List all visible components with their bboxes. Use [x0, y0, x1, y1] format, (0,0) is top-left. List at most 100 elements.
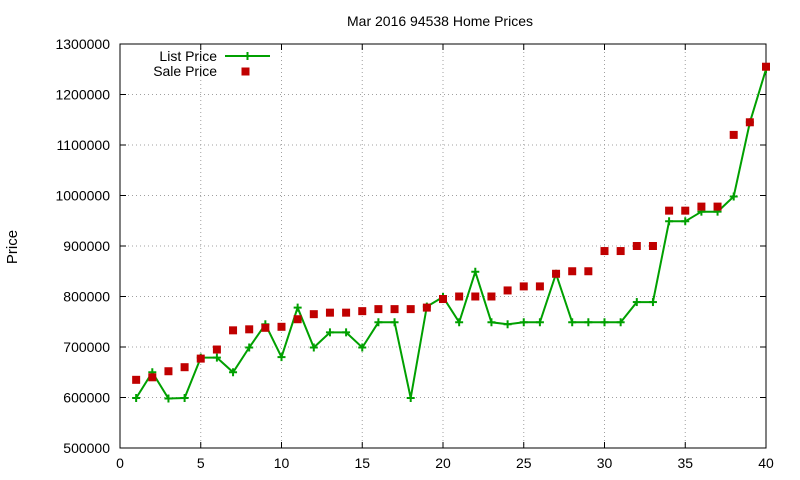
sale-price-point [309, 310, 318, 319]
list-price-line [135, 69, 767, 400]
list-price-point [132, 394, 141, 403]
chart-title: Mar 2016 94538 Home Prices [347, 13, 533, 29]
sale-price-point [471, 292, 480, 301]
list-price-point [406, 394, 415, 403]
list-price-point [648, 298, 657, 307]
y-tick-label: 1300000 [55, 36, 110, 52]
sale-price-point [261, 323, 270, 332]
sale-price-point [132, 375, 141, 384]
sale-price-point [584, 267, 593, 276]
sale-price-point [681, 206, 690, 215]
sale-price-point [552, 269, 561, 278]
y-tick-label: 500000 [63, 440, 110, 456]
list-price-point [164, 394, 173, 403]
x-tick-label: 20 [435, 455, 451, 471]
list-price-point [503, 320, 512, 329]
sale-price-point [229, 326, 238, 335]
sale-price-point [293, 315, 302, 324]
list-price-point [681, 217, 690, 226]
list-price-point [374, 318, 383, 327]
y-tick-label: 600000 [63, 390, 110, 406]
list-price-point [471, 267, 480, 276]
list-price-point [309, 343, 318, 352]
list-price-point [180, 394, 189, 403]
grid [120, 44, 766, 448]
sale-price-point [455, 292, 464, 301]
series [132, 62, 770, 403]
sale-price-point [745, 118, 754, 127]
sale-price-point [519, 282, 528, 291]
y-axis-label: Price [4, 230, 21, 264]
legend-plus-marker [243, 52, 252, 60]
list-price-point [342, 328, 351, 337]
sale-price-point [762, 62, 770, 71]
sale-price-point [196, 354, 205, 363]
list-price-point [729, 192, 738, 201]
legend-marker-list-price [243, 52, 252, 60]
sale-price-point [148, 373, 157, 382]
sale-price-point [180, 363, 189, 372]
list-price-point [277, 353, 286, 362]
sale-price-point [665, 206, 674, 215]
sale-price-point [212, 345, 221, 354]
list-price-point [616, 318, 625, 327]
list-price-point [632, 298, 641, 307]
list-price-point [325, 328, 334, 337]
sale-price-point [374, 305, 383, 314]
sale-price-point [439, 295, 447, 304]
list-price-point [568, 318, 577, 327]
sale-price-point [164, 367, 173, 376]
list-price-point [519, 318, 528, 327]
list-price-point [358, 343, 367, 352]
sale-price-point [648, 242, 657, 250]
legend: List Price Sale Price [153, 48, 270, 79]
sale-price-point [616, 247, 625, 256]
list-price-point [584, 318, 593, 327]
y-tick-label: 800000 [63, 289, 110, 305]
x-tick-label: 5 [197, 455, 205, 471]
list-price-point [600, 318, 609, 327]
list-price-point [229, 368, 238, 377]
x-tick-label: 25 [516, 455, 532, 471]
legend-label-sale-price: Sale Price [153, 63, 217, 79]
x-tick-label: 0 [116, 455, 124, 471]
legend-swatch-sale-price [241, 67, 250, 76]
list-price-point [212, 353, 221, 362]
y-tick-label: 700000 [63, 339, 110, 355]
sale-price-point [697, 202, 706, 211]
sale-price-point [422, 303, 431, 312]
x-tick-label: 10 [274, 455, 290, 471]
list-price-point [245, 343, 254, 352]
sale-price-point [390, 305, 399, 314]
sale-price-point [487, 292, 496, 301]
y-tick-label: 1200000 [55, 87, 110, 103]
list-price-point [390, 318, 399, 327]
sale-price-point [342, 308, 351, 317]
x-tick-label: 15 [354, 455, 370, 471]
sale-price-point [406, 305, 415, 314]
list-price-point [665, 217, 674, 226]
sale-price-point [535, 282, 544, 291]
sale-price-point [358, 307, 367, 316]
sale-price-point [729, 130, 738, 139]
axis-ticks: 0 5 10 15 20 25 30 35 40 500000 600000 700000 800000… [55, 36, 774, 471]
sale-price-point [245, 325, 254, 334]
sale-price-point [325, 308, 334, 317]
sale-price-point [277, 322, 286, 331]
y-tick-label: 900000 [63, 238, 110, 254]
x-tick-label: 40 [758, 455, 774, 471]
x-tick-label: 35 [677, 455, 693, 471]
sale-price-point [632, 242, 641, 250]
x-tick-label: 30 [597, 455, 613, 471]
list-price-point [535, 318, 544, 327]
y-tick-label: 1000000 [55, 188, 110, 204]
list-price-point [293, 303, 302, 312]
sale-price-point [600, 247, 609, 256]
list-price-point [487, 318, 496, 327]
sale-price-point [568, 267, 577, 276]
y-tick-label: 1100000 [57, 137, 111, 153]
sale-price-point [713, 202, 722, 211]
list-price-point [455, 318, 464, 327]
legend-label-list-price: List Price [159, 48, 217, 64]
